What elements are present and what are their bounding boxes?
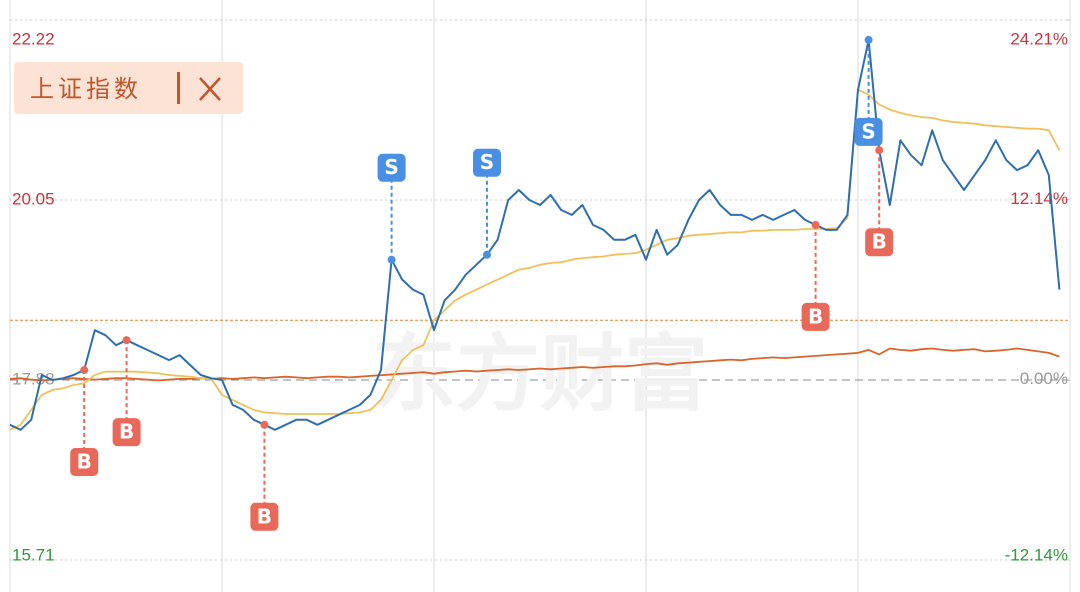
trade-point (811, 220, 820, 229)
trade-badge (112, 418, 141, 447)
trade-point (80, 366, 89, 375)
watermark: 东方财富 (372, 325, 708, 423)
trade-badge (801, 302, 830, 331)
trade-label: S (384, 155, 398, 179)
trade-badge (854, 117, 883, 146)
y2-tick-label: 0.00% (1020, 369, 1068, 388)
trade-label: B (257, 504, 272, 528)
legend-label: 上证指数 (30, 75, 142, 103)
trade-label: B (808, 304, 823, 328)
legend: 上证指数 (14, 62, 243, 114)
y2-tick-label: -12.14% (1005, 545, 1068, 564)
y2-tick-label: 24.21% (1010, 29, 1068, 48)
trade-point (122, 336, 131, 345)
y-tick-label: 20.05 (12, 189, 55, 208)
trade-badge (865, 228, 894, 257)
y2-tick-label: 12.14% (1010, 189, 1068, 208)
series-line (9, 38, 1061, 431)
trade-point (864, 35, 873, 44)
y-tick-label: 15.71 (12, 545, 55, 564)
y-tick-label: 22.22 (12, 29, 55, 48)
legend-box (14, 62, 243, 114)
trade-label: B (77, 450, 92, 474)
series-line (9, 347, 1060, 382)
series-line (9, 88, 1061, 431)
trade-badge (473, 148, 501, 177)
trade-point (387, 255, 396, 264)
trade-badge (250, 502, 279, 531)
trade-badge (70, 448, 99, 477)
trade-point (875, 146, 884, 155)
plot: 15.7117.8820.0522.22-12.14%0.00%12.14%24… (9, 19, 1070, 564)
trade-label: S (480, 150, 494, 174)
trade-label: B (872, 230, 887, 254)
trade-point (260, 420, 269, 429)
trade-point (483, 250, 491, 259)
close-icon[interactable] (199, 77, 221, 101)
trade-label: B (119, 420, 134, 444)
trade-badge (377, 153, 406, 182)
legend-separator (177, 72, 180, 104)
trade-label: S (861, 119, 875, 143)
